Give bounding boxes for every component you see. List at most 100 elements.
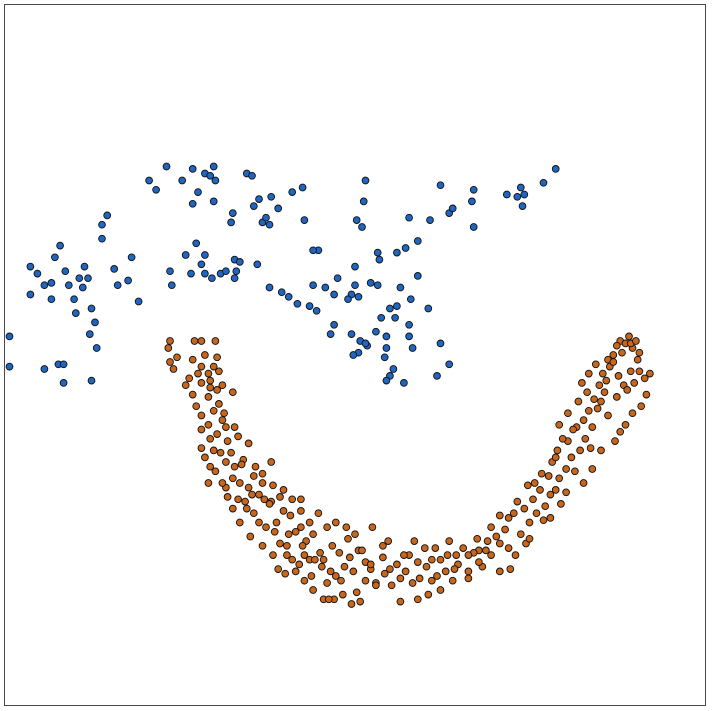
scatter-point-series-1 (386, 304, 394, 313)
scatter-point-series-1 (469, 223, 478, 231)
scatter-point-series-2 (495, 511, 504, 520)
scatter-point-series-2 (384, 537, 393, 545)
scatter-point-series-2 (555, 474, 564, 483)
scatter-point-series-1 (298, 183, 307, 192)
scatter-point-series-1 (113, 281, 122, 290)
scatter-point-series-1 (349, 351, 358, 359)
points-layer (5, 162, 654, 608)
scatter-point-series-2 (267, 458, 276, 466)
scatter-point-series-1 (391, 313, 399, 322)
scatter-point-series-2 (597, 446, 605, 455)
scatter-point-series-2 (276, 539, 284, 548)
scatter-point-series-2 (415, 574, 424, 583)
scatter-point-series-2 (625, 332, 633, 341)
scatter-point-series-1 (516, 183, 525, 192)
scatter-point-series-2 (323, 579, 331, 587)
scatter-point-series-2 (230, 462, 239, 471)
scatter-point-series-2 (235, 518, 244, 527)
scatter-point-series-2 (483, 537, 492, 545)
scatter-point-series-1 (103, 211, 112, 220)
scatter-point-series-2 (361, 576, 370, 585)
scatter-point-series-2 (492, 532, 501, 541)
scatter-point-series-1 (80, 262, 89, 271)
scatter-point-series-1 (284, 292, 293, 301)
scatter-point-series-1 (354, 292, 363, 301)
scatter-point-series-2 (532, 509, 541, 518)
scatter-point-series-2 (557, 500, 565, 508)
scatter-point-series-2 (551, 453, 560, 462)
scatter-point-series-2 (546, 490, 555, 499)
scatter-point-series-1 (502, 190, 511, 199)
scatter-point-series-2 (331, 572, 340, 580)
scatter-point-series-2 (604, 411, 612, 420)
scatter-point-series-1 (248, 171, 256, 180)
scatter-point-series-2 (464, 567, 473, 576)
scatter-point-series-2 (235, 479, 244, 487)
scatter-point-series-2 (571, 467, 579, 476)
scatter-point-series-2 (244, 483, 253, 492)
scatter-point-series-2 (396, 597, 405, 606)
scatter-point-series-1 (358, 223, 366, 231)
scatter-point-series-1 (413, 272, 422, 280)
scatter-point-series-2 (288, 555, 297, 564)
scatter-point-series-2 (366, 560, 375, 569)
scatter-point-series-2 (344, 534, 352, 543)
scatter-point-series-2 (222, 423, 230, 431)
scatter-point-series-2 (539, 516, 548, 525)
scatter-point-series-2 (309, 586, 317, 594)
scatter-point-series-2 (633, 355, 642, 364)
scatter-point-series-2 (544, 472, 553, 480)
scatter-point-series-2 (337, 576, 345, 585)
scatter-point-series-2 (584, 406, 593, 415)
scatter-point-series-1 (98, 234, 106, 243)
scatter-point-series-2 (164, 344, 173, 352)
scatter-point-series-2 (188, 355, 197, 364)
scatter-point-series-1 (228, 209, 237, 217)
scatter-point-series-1 (366, 279, 375, 287)
scatter-point-series-2 (258, 541, 267, 550)
scatter-point-series-1 (405, 332, 413, 341)
scatter-point-series-1 (235, 258, 244, 266)
scatter-point-series-2 (211, 337, 220, 345)
scatter-point-series-2 (300, 551, 309, 559)
scatter-point-series-2 (260, 495, 269, 504)
scatter-point-series-1 (40, 281, 49, 290)
scatter-point-series-2 (523, 481, 532, 490)
scatter-point-series-2 (452, 551, 461, 559)
scatter-point-series-2 (255, 490, 263, 499)
scatter-point-series-2 (323, 523, 331, 532)
scatter-point-series-2 (358, 546, 366, 555)
scatter-point-series-2 (276, 493, 284, 501)
scatter-point-series-2 (504, 544, 513, 552)
scatter-point-series-2 (614, 372, 623, 380)
scatter-point-series-2 (567, 453, 576, 462)
scatter-point-series-2 (637, 402, 646, 411)
scatter-point-series-2 (459, 544, 468, 552)
scatter-point-series-2 (536, 486, 544, 494)
scatter-point-series-2 (173, 353, 181, 362)
scatter-point-series-2 (642, 390, 651, 399)
scatter-point-series-2 (351, 530, 359, 539)
scatter-point-series-1 (208, 274, 216, 283)
scatter-point-series-2 (340, 562, 349, 571)
scatter-point-series-2 (541, 502, 550, 511)
scatter-point-series-2 (220, 409, 228, 418)
scatter-point-series-2 (291, 527, 300, 536)
scatter-point-series-1 (91, 318, 99, 327)
scatter-point-series-2 (612, 393, 621, 401)
scatter-point-series-2 (319, 555, 328, 564)
scatter-point-series-2 (222, 458, 230, 466)
scatter-point-series-1 (194, 188, 202, 196)
scatter-point-series-2 (576, 446, 584, 455)
scatter-point-series-2 (509, 509, 518, 518)
scatter-point-series-2 (218, 479, 227, 487)
scatter-point-series-1 (293, 299, 302, 308)
scatter-point-series-2 (166, 358, 174, 366)
scatter-point-series-1 (187, 269, 195, 278)
scatter-point-series-2 (578, 379, 586, 387)
scatter-point-series-1 (300, 216, 309, 224)
scatter-point-series-2 (209, 362, 218, 371)
scatter-point-series-1 (87, 376, 96, 385)
scatter-point-series-1 (5, 362, 14, 371)
scatter-point-series-2 (623, 386, 632, 394)
